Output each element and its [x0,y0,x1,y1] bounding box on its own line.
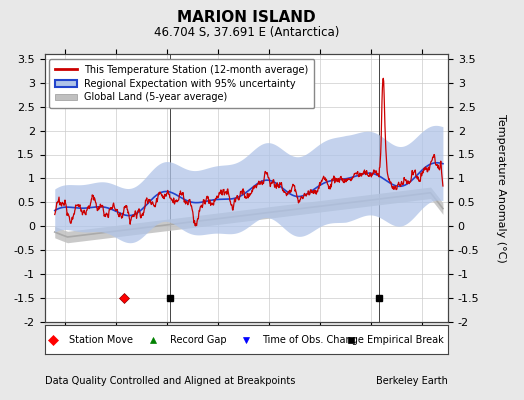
Text: Data Quality Controlled and Aligned at Breakpoints: Data Quality Controlled and Aligned at B… [45,376,295,386]
Text: Record Gap: Record Gap [170,334,226,344]
Text: Berkeley Earth: Berkeley Earth [376,376,448,386]
Text: Time of Obs. Change: Time of Obs. Change [263,334,364,344]
Text: 46.704 S, 37.691 E (Antarctica): 46.704 S, 37.691 E (Antarctica) [154,26,339,39]
Text: MARION ISLAND: MARION ISLAND [177,10,315,26]
Text: Empirical Break: Empirical Break [367,334,444,344]
Legend: This Temperature Station (12-month average), Regional Expectation with 95% uncer: This Temperature Station (12-month avera… [49,59,314,108]
Text: Station Move: Station Move [69,334,133,344]
Y-axis label: Temperature Anomaly (°C): Temperature Anomaly (°C) [496,114,506,262]
